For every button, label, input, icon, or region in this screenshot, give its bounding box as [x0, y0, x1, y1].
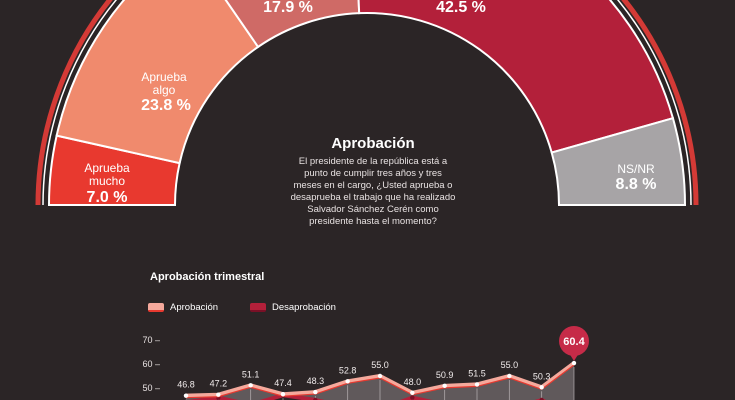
data-label-approval: 50.9	[436, 370, 454, 380]
gauge-segment-label-line: algo	[152, 83, 176, 97]
y-tick-label: 50 –	[142, 383, 160, 393]
survey-question: El presidente de la república está a pun…	[290, 156, 456, 227]
legend-approval: Aprobación	[148, 302, 218, 313]
gauge-segment-label-line: NS/NR	[617, 162, 655, 176]
legend-disapproval: Desaprobación	[250, 302, 336, 313]
gauge-segment-2	[224, 0, 361, 49]
point-approval	[377, 373, 383, 379]
data-label-approval: 50.3	[533, 371, 551, 381]
point-approval	[183, 393, 189, 398]
legend-approval-swatch	[148, 303, 164, 312]
legend-disapproval-label: Desaprobación	[272, 302, 336, 313]
gauge-segment-value-1: 23.8 %	[141, 97, 191, 114]
gauge-segment-label-4: NS/NR	[617, 163, 654, 176]
data-label-approval: 48.0	[404, 377, 422, 387]
data-label-approval: 48.3	[307, 376, 325, 386]
gauge-segment-label-1: Aprueba algo	[141, 71, 186, 97]
data-label-approval: 47.4	[274, 378, 292, 388]
trend-title: Aprobación trimestral	[150, 271, 265, 283]
point-disapproval	[410, 395, 415, 400]
gauge-segment-label-line: mucho	[88, 174, 126, 188]
gauge-segment-1	[55, 0, 260, 165]
gauge-segment-label-line: Aprueba	[84, 161, 130, 175]
gauge-segment-value-4: 8.8 %	[615, 176, 657, 193]
last-value-bubble	[559, 326, 589, 357]
point-approval	[248, 383, 253, 388]
gauge-segment-label-0: Aprueba mucho	[84, 162, 129, 188]
legend-disapproval-swatch	[250, 303, 266, 312]
gauge-segment-4	[550, 116, 687, 206]
point-approval	[474, 382, 480, 387]
gauge-segment-value-3: 42.5 %	[436, 0, 486, 16]
point-approval	[410, 390, 415, 395]
data-label-approval: 55.0	[371, 360, 389, 370]
data-label-approval: 51.5	[468, 368, 486, 378]
point-approval	[507, 373, 512, 379]
gauge-segment-label-line: Aprueba	[141, 70, 187, 84]
point-approval	[539, 385, 544, 390]
data-label-approval: 51.1	[242, 369, 260, 379]
point-approval	[313, 389, 318, 395]
legend-approval-label: Aprobación	[170, 302, 219, 313]
y-tick-label: 60 –	[142, 359, 160, 369]
data-label-approval: 52.8	[339, 365, 357, 375]
gauge-segment-3	[357, 0, 675, 154]
data-label-approval: 47.2	[210, 379, 228, 389]
gauge-segment-value-2: 17.9 %	[263, 0, 313, 16]
data-label-approval: 46.8	[177, 380, 195, 390]
point-approval	[571, 360, 577, 366]
y-tick-label: 70 –	[142, 335, 160, 345]
point-disapproval	[539, 397, 544, 400]
point-disapproval	[313, 397, 318, 400]
data-label-approval: 55.0	[501, 360, 519, 370]
data-label-approval: 60.4	[563, 336, 585, 348]
center-title: Aprobación	[331, 135, 415, 152]
point-approval	[216, 392, 221, 397]
point-approval	[345, 379, 350, 384]
gauge-segment-value-0: 7.0 %	[86, 189, 128, 206]
point-approval	[280, 392, 286, 397]
point-approval	[442, 383, 447, 389]
gauge-outer-ring	[42, 0, 692, 206]
gauge-outer-ring-red	[35, 0, 699, 206]
